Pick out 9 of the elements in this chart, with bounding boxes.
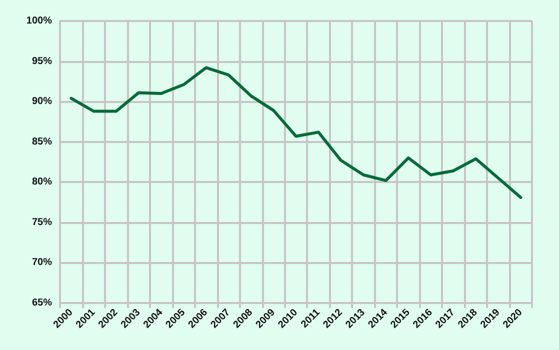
y-tick-label: 100% (26, 16, 52, 26)
line-series (70, 66, 522, 199)
y-tick-label: 75% (32, 216, 52, 228)
y-tick-label: 70% (32, 257, 52, 268)
y-tick-label: 85% (32, 136, 52, 148)
y-tick-label: 95% (32, 56, 52, 67)
y-tick-label: 90% (32, 96, 52, 108)
y-tick-label: 80% (32, 176, 52, 188)
y-tick-label: 65% (32, 298, 52, 308)
